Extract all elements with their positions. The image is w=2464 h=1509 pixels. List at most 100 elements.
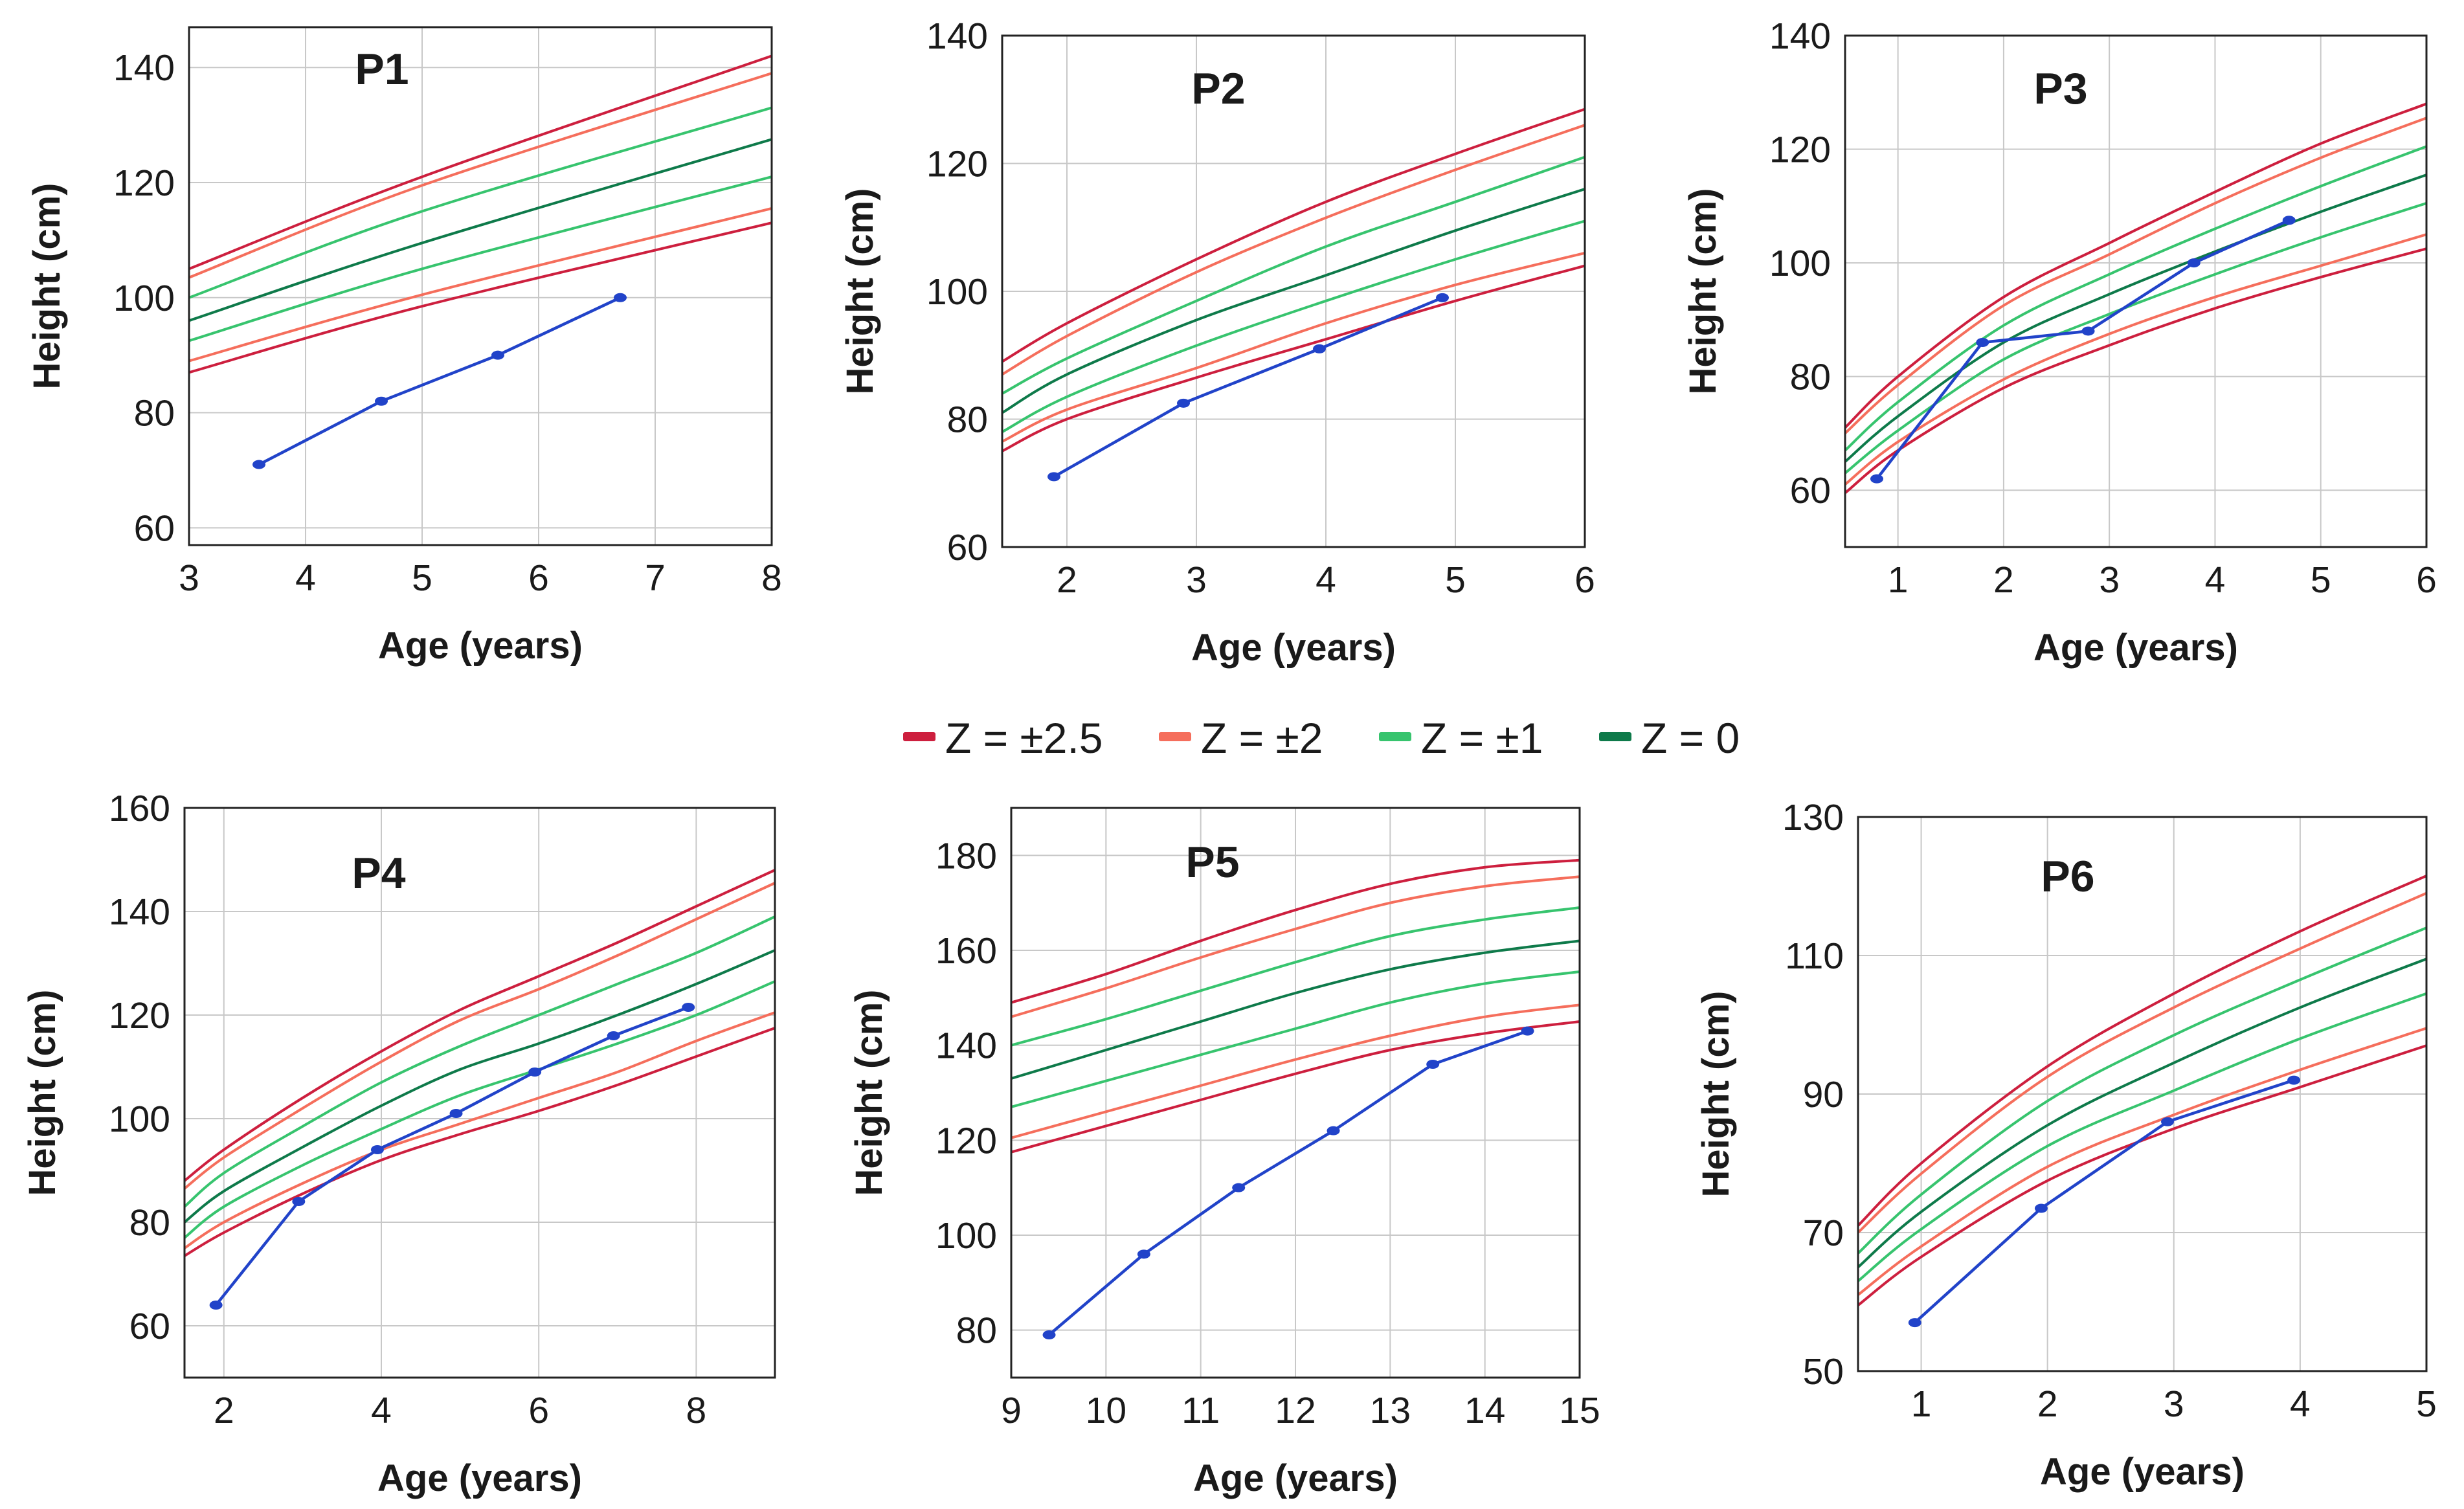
reference-curve-z2 xyxy=(1011,1003,1580,1139)
y-tick-label: 130 xyxy=(1782,797,1844,838)
x-tick-label: 6 xyxy=(528,1390,549,1431)
gridlines xyxy=(185,808,775,1378)
y-axis-label: Height (cm) xyxy=(848,990,890,1196)
legend-swatch-z0 xyxy=(1599,732,1631,741)
reference-curve-z25 xyxy=(1858,1044,2426,1306)
x-tick-label: 4 xyxy=(2290,1383,2311,1425)
y-tick-label: 60 xyxy=(129,1306,170,1347)
reference-curve-z1 xyxy=(1002,155,1585,395)
panel-title: P6 xyxy=(2041,852,2094,901)
reference-curve-z0 xyxy=(185,949,775,1224)
reference-curve-z2 xyxy=(1858,1027,2426,1296)
y-tick-label: 120 xyxy=(113,162,175,204)
patient-point xyxy=(491,350,504,360)
panel-title: P1 xyxy=(355,45,409,94)
patient-point xyxy=(682,1003,695,1012)
reference-curve-z2 xyxy=(189,72,772,279)
y-tick-label: 60 xyxy=(134,508,175,549)
reference-curves xyxy=(1845,102,2426,495)
reference-curve-z0 xyxy=(1845,173,2426,463)
plot-frame xyxy=(188,26,773,546)
x-tick-label: 4 xyxy=(371,1390,392,1431)
patient-point xyxy=(252,460,265,469)
legend: Z = ±2.5 Z = ±2 Z = ±1 Z = 0 xyxy=(903,714,1740,762)
patient-series xyxy=(1047,293,1449,482)
gridlines xyxy=(189,27,772,545)
patient-point xyxy=(2161,1117,2175,1126)
x-tick-label: 1 xyxy=(1888,559,1909,601)
patient-line xyxy=(258,296,621,466)
patient-point xyxy=(375,396,388,406)
patient-series xyxy=(1870,216,2296,484)
chart-panel-p5: 9 10 11 12 13 14 15 80 100 120 140 160 180 Age (years… xyxy=(848,807,1600,1499)
y-tick-label: 100 xyxy=(1769,243,1831,284)
plot-frame xyxy=(1010,807,1581,1379)
patient-line xyxy=(1876,219,2290,480)
y-tick-label: 80 xyxy=(134,393,175,434)
y-tick-label: 120 xyxy=(926,144,988,185)
reference-curve-z2 xyxy=(1858,891,2426,1234)
patient-line xyxy=(1053,296,1443,478)
chart-panel-p1: 3 4 5 6 7 8 60 80 100 120 140 Age (years) Height (cm… xyxy=(26,26,782,667)
reference-curve-z0 xyxy=(1858,957,2426,1269)
patient-point xyxy=(614,293,627,302)
patient-point xyxy=(1426,1060,1440,1069)
patient-line xyxy=(1048,1029,1529,1336)
reference-curve-z1 xyxy=(1011,970,1580,1108)
x-axis-label: Age (years) xyxy=(1191,627,1396,669)
panel-title: P3 xyxy=(2033,64,2087,113)
reference-curve-z25 xyxy=(185,1027,775,1257)
y-tick-label: 160 xyxy=(109,788,170,829)
x-tick-label: 13 xyxy=(1370,1390,1411,1431)
patient-point xyxy=(2287,1075,2301,1085)
patient-point xyxy=(2187,258,2201,268)
patient-line xyxy=(1914,1079,2294,1324)
y-tick-label: 140 xyxy=(935,1025,997,1067)
reference-curve-z1 xyxy=(1011,906,1580,1047)
y-axis-label: Height (cm) xyxy=(1682,188,1724,395)
reference-curve-z2 xyxy=(185,1011,775,1249)
patient-point xyxy=(1042,1330,1056,1339)
x-tick-label: 3 xyxy=(2099,559,2120,601)
reference-curves xyxy=(1002,107,1585,453)
y-tick-label: 80 xyxy=(129,1202,170,1244)
y-axis-label: Height (cm) xyxy=(21,990,63,1196)
legend-item-z25: Z = ±2.5 xyxy=(903,714,1103,762)
x-tick-label: 2 xyxy=(214,1390,234,1431)
reference-curve-z1 xyxy=(1858,992,2426,1282)
patient-point xyxy=(1327,1126,1340,1135)
legend-label-z1: Z = ±1 xyxy=(1421,714,1543,762)
chart-panel-p2: 2 3 4 5 6 60 80 100 120 140 Age (years) Height (cm)… xyxy=(839,16,1595,669)
x-tick-label: 7 xyxy=(645,557,666,599)
reference-curve-z0 xyxy=(1002,188,1585,414)
legend-label-z2: Z = ±2 xyxy=(1201,714,1323,762)
plot-frame xyxy=(1001,34,1586,548)
y-tick-label: 120 xyxy=(109,995,170,1036)
chart-panels: 3 4 5 6 7 8 60 80 100 120 140 Age (years) Height (cm… xyxy=(21,16,2437,1499)
patient-point xyxy=(1521,1026,1534,1036)
x-tick-label: 4 xyxy=(295,557,316,599)
x-tick-label: 3 xyxy=(2164,1383,2184,1425)
patient-point xyxy=(370,1145,384,1154)
patient-point xyxy=(528,1067,542,1077)
patient-series xyxy=(252,293,627,469)
gridlines xyxy=(1011,808,1580,1378)
patient-point xyxy=(1908,1318,1921,1328)
legend-label-z0: Z = 0 xyxy=(1641,714,1740,762)
patient-point xyxy=(1870,474,1883,484)
legend-item-z1: Z = ±1 xyxy=(1379,714,1543,762)
x-tick-label: 5 xyxy=(1445,559,1466,601)
y-tick-label: 50 xyxy=(1803,1351,1844,1392)
reference-curve-z1 xyxy=(1845,145,2426,452)
legend-swatch-z1 xyxy=(1379,732,1411,741)
reference-curve-z1 xyxy=(1858,926,2426,1255)
patient-point xyxy=(1436,293,1449,302)
y-tick-label: 140 xyxy=(109,891,170,933)
x-tick-label: 5 xyxy=(2416,1383,2437,1425)
reference-curve-z25 xyxy=(189,221,772,374)
reference-curve-z25 xyxy=(1011,858,1580,1004)
panel-title: P5 xyxy=(1185,838,1239,887)
reference-curves xyxy=(185,869,775,1257)
x-tick-label: 5 xyxy=(412,557,432,599)
reference-curve-z2 xyxy=(1011,875,1580,1018)
